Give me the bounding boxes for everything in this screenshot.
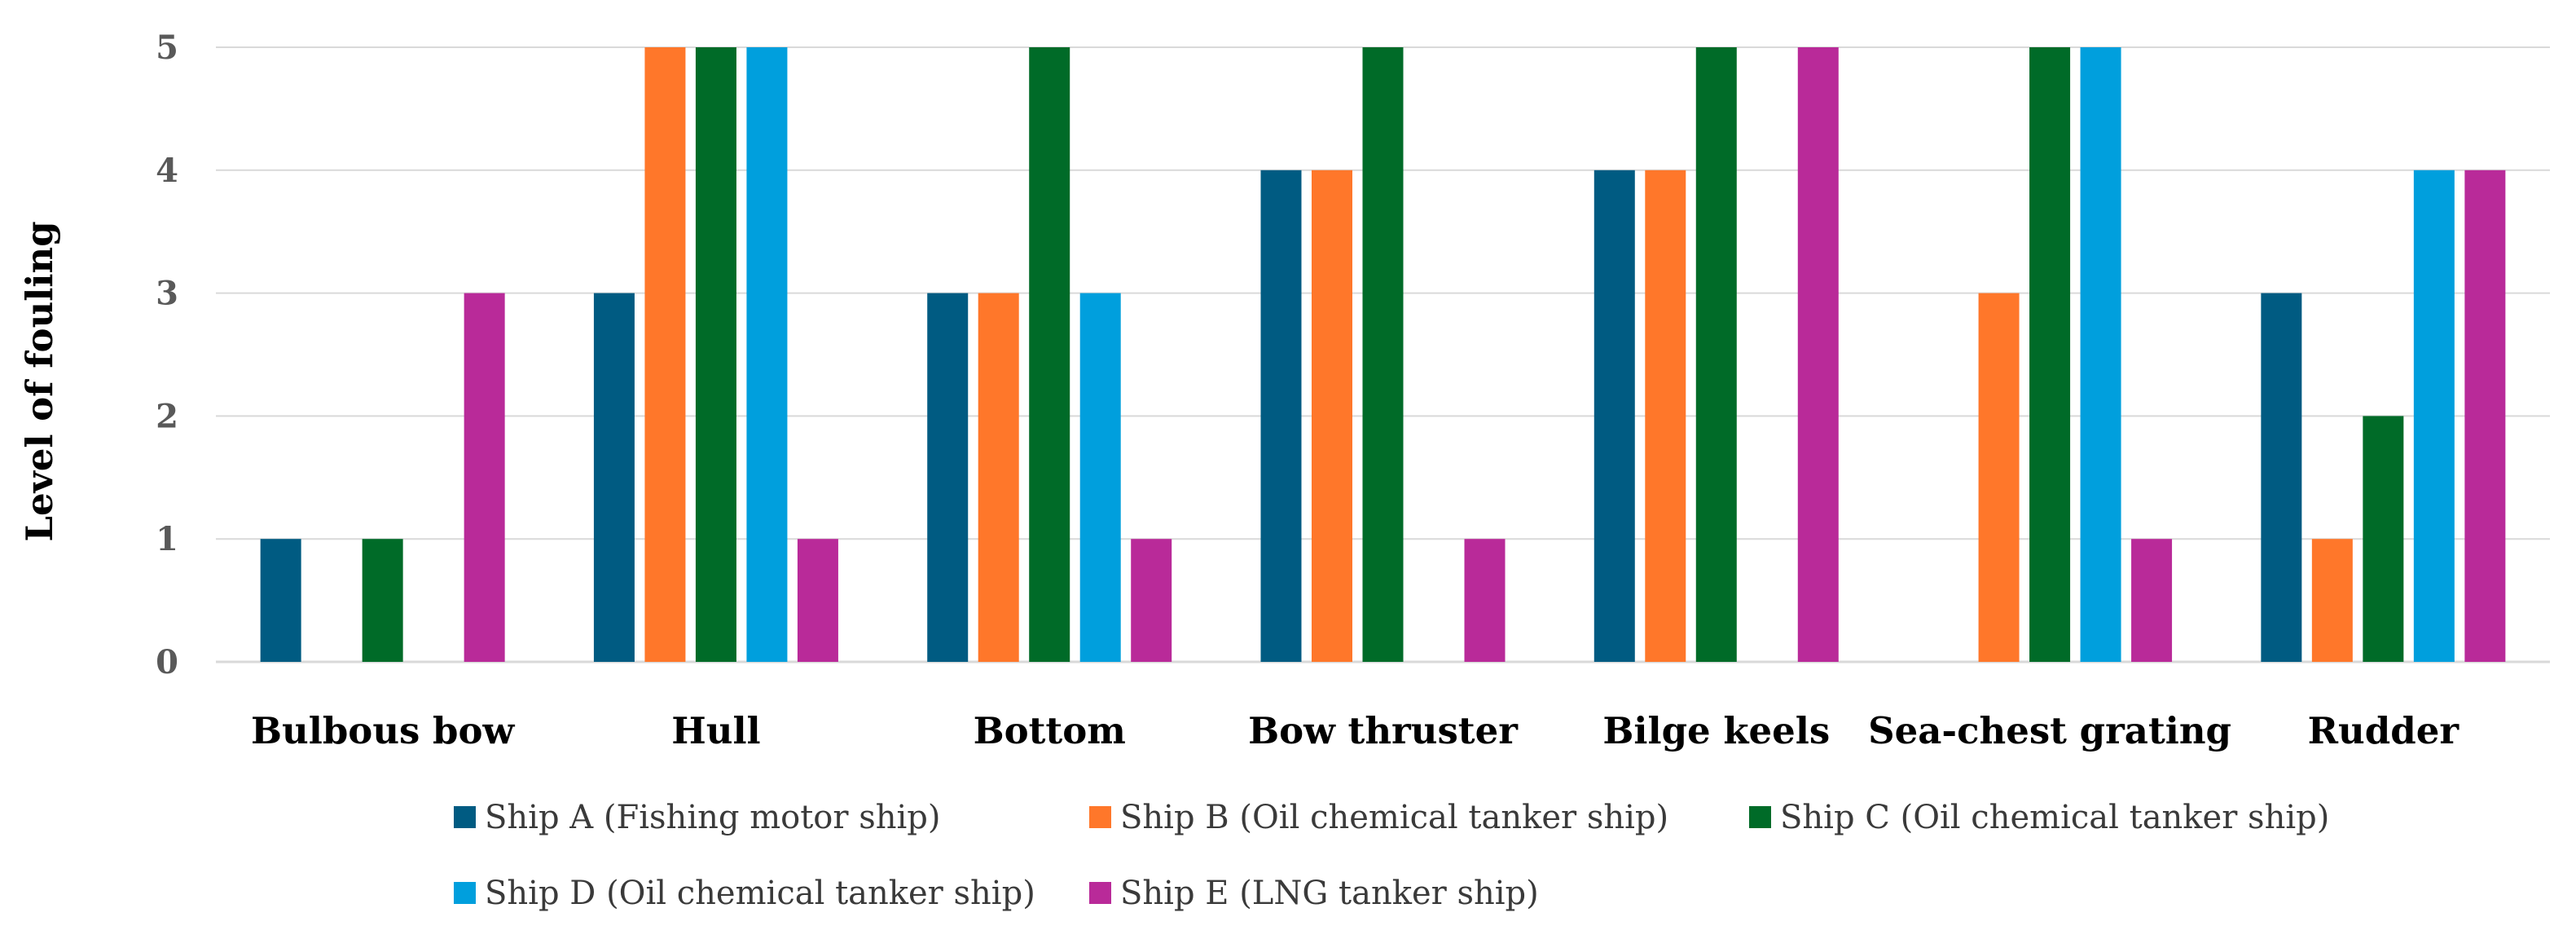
bars: [260, 47, 2506, 663]
legend-swatch: [1749, 806, 1771, 828]
bar: [2363, 416, 2404, 662]
y-axis-ticks: 0 1 2 3 4 5: [156, 29, 178, 681]
bar: [1312, 170, 1352, 663]
x-tick-label: Bow thruster: [1248, 709, 1519, 752]
bar: [746, 47, 788, 662]
x-tick-label: Hull: [671, 709, 760, 752]
bar: [2131, 539, 2173, 662]
legend-swatch: [1089, 882, 1111, 904]
x-tick-label: Bottom: [974, 709, 1126, 752]
bar: [644, 47, 686, 662]
bar: [1362, 47, 1404, 662]
y-tick-label: 3: [156, 275, 178, 313]
bar: [1695, 47, 1737, 662]
bar: [593, 293, 635, 662]
legend-item: Ship D (Oil chemical tanker ship): [454, 875, 1035, 912]
bar: [1797, 47, 1839, 662]
legend-swatch: [1089, 806, 1111, 828]
bar: [1029, 47, 1070, 662]
x-tick-label: Rudder: [2308, 709, 2460, 752]
bar: [797, 539, 838, 662]
bar: [978, 293, 1019, 662]
bar: [362, 539, 403, 662]
bar: [260, 539, 301, 662]
y-axis-title: Level of fouling: [18, 221, 61, 541]
legend-item: Ship E (LNG tanker ship): [1089, 875, 1539, 912]
x-tick-label: Bulbous bow: [251, 709, 516, 752]
y-tick-label: 4: [156, 152, 178, 190]
x-tick-label: Bilge keels: [1602, 709, 1830, 752]
legend-label: Ship A (Fishing motor ship): [485, 799, 941, 836]
legend-label: Ship D (Oil chemical tanker ship): [485, 875, 1035, 912]
bar: [2464, 170, 2506, 663]
bar: [695, 47, 736, 662]
bar: [927, 293, 969, 662]
bar: [1978, 293, 2020, 662]
legend: Ship A (Fishing motor ship) Ship B (Oil c…: [454, 799, 2329, 912]
y-tick-label: 1: [156, 520, 178, 558]
bar: [1260, 170, 1302, 663]
bar: [1645, 170, 1686, 663]
bar: [2080, 47, 2121, 662]
x-axis-labels: Bulbous bow Hull Bottom Bow thruster Bilge k…: [251, 709, 2460, 752]
bar: [1594, 170, 1635, 663]
y-tick-label: 0: [156, 643, 178, 681]
legend-label: Ship B (Oil chemical tanker ship): [1120, 799, 1668, 836]
bar: [2261, 293, 2302, 662]
bar: [1464, 539, 1506, 662]
legend-item: Ship B (Oil chemical tanker ship): [1089, 799, 1668, 836]
bar: [2029, 47, 2071, 662]
legend-label: Ship C (Oil chemical tanker ship): [1780, 799, 2329, 836]
legend-label: Ship E (LNG tanker ship): [1120, 875, 1539, 912]
bar: [464, 293, 505, 662]
y-tick-label: 5: [156, 29, 178, 67]
bar: [2311, 539, 2353, 662]
bar: [1131, 539, 1172, 662]
legend-item: Ship A (Fishing motor ship): [454, 799, 941, 836]
y-tick-label: 2: [156, 397, 178, 435]
x-tick-label: Sea-chest grating: [1868, 709, 2231, 752]
bar: [1079, 293, 1121, 662]
bar: [2413, 170, 2455, 663]
legend-swatch: [454, 806, 476, 828]
legend-swatch: [454, 882, 476, 904]
legend-item: Ship C (Oil chemical tanker ship): [1749, 799, 2329, 836]
